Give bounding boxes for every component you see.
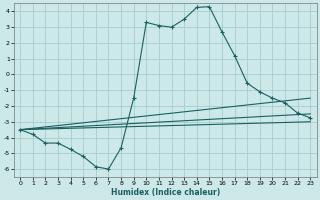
X-axis label: Humidex (Indice chaleur): Humidex (Indice chaleur) [111,188,220,197]
